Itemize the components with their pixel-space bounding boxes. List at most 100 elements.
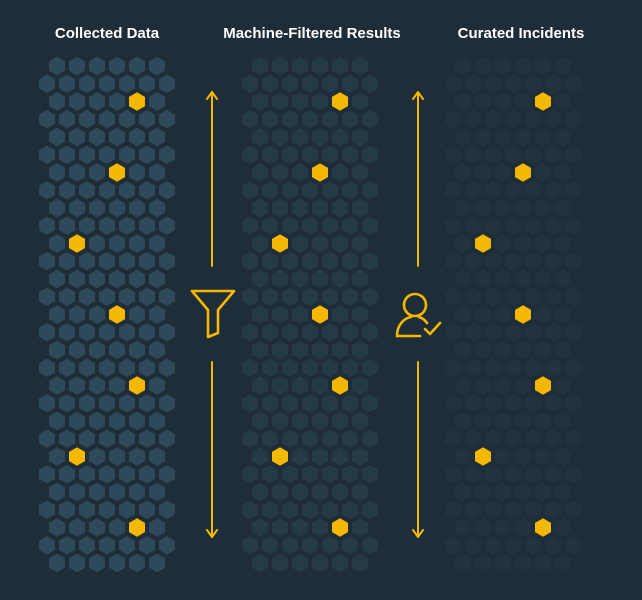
hexagon [89,92,105,111]
hexagon [39,74,55,93]
hexagon [555,269,571,289]
hexagon [49,234,65,253]
hexagon [312,92,328,111]
hexagon [79,74,95,93]
hexagon [515,269,531,289]
hexagon [352,56,368,76]
hexagon [555,376,571,395]
hexagon [99,252,115,271]
hexagon [362,536,378,555]
hexagon [149,92,165,111]
hexagon [555,163,571,182]
hexagon [292,340,308,360]
hexagon [445,287,461,306]
hexagon [282,358,298,377]
hexagon [525,358,541,377]
hexagon [332,56,348,76]
hexagon [352,482,368,502]
hexagon [89,234,105,253]
hexagon [149,234,165,253]
hexagon [322,323,338,342]
hexagon [565,465,581,484]
hexagon [342,74,358,93]
hexagon [352,518,368,537]
hexagon [129,127,145,147]
hexagon [242,252,258,271]
highlighted-hexagon [535,376,551,395]
hexagon [352,376,368,395]
hexagon [282,394,298,413]
hexagon [149,482,165,502]
hexagon [322,110,338,129]
hexagon [282,287,298,306]
hexagon [119,394,135,413]
hexagon [505,74,521,93]
hexagon [535,198,551,218]
hexagon [525,394,541,413]
hexagon [535,482,551,502]
hexagon [515,198,531,218]
hexagon [535,163,551,182]
hexagon [69,269,85,289]
hexagon [565,110,581,129]
hexagon [49,305,65,324]
hex-column-1 [242,56,378,573]
hexagon [352,234,368,253]
hexagon [302,394,318,413]
hexagon [139,110,155,129]
hexagon [352,163,368,182]
hexagon [455,376,471,395]
hexagon [302,536,318,555]
hexagon [99,358,115,377]
hexagon [332,340,348,360]
hexagon [292,553,308,573]
hexagon [302,74,318,93]
hexagon [565,252,581,271]
hexagon [342,394,358,413]
hexagon [119,429,135,448]
hexagon [555,411,571,431]
hexagon [272,482,288,502]
hexagon [555,127,571,147]
hexagon [139,500,155,519]
hexagon [69,482,85,502]
hexagon [505,252,521,271]
hexagon [139,465,155,484]
hexagon [555,482,571,502]
hexagon [252,198,268,218]
hexagon [49,198,65,218]
highlighted-hexagon [272,447,288,466]
hexagon [149,518,165,537]
hexagon [555,340,571,360]
hexagon [159,500,175,519]
hexagon [332,198,348,218]
hexagon [59,181,75,200]
hexagon [505,429,521,448]
hexagon [262,429,278,448]
hexagon [282,181,298,200]
hexagon [555,92,571,111]
hexagon [59,394,75,413]
hexagon [545,287,561,306]
hexagon [139,358,155,377]
hexagon [312,198,328,218]
hexagon [69,163,85,182]
hexagon [525,500,541,519]
hexagon [99,465,115,484]
hexagon [119,145,135,164]
hexagon [139,74,155,93]
hexagon [282,536,298,555]
hexagon [495,163,511,182]
hexagon [475,518,491,537]
hexagon [282,500,298,519]
hexagon [495,56,511,76]
hexagon [79,145,95,164]
hexagon [342,358,358,377]
hexagon [262,216,278,235]
highlighted-hexagon [69,234,85,253]
hexagon [49,376,65,395]
hexagon [545,181,561,200]
hexagon [465,536,481,555]
hexagon [332,482,348,502]
hexagon [505,536,521,555]
